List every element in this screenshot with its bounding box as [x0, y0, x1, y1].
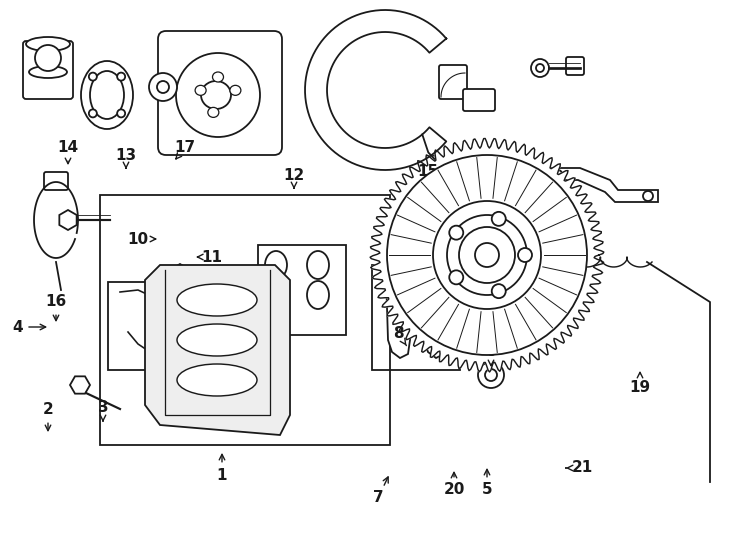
Polygon shape	[382, 273, 412, 358]
Polygon shape	[145, 265, 290, 435]
Circle shape	[117, 110, 125, 117]
Ellipse shape	[81, 61, 133, 129]
Text: 4: 4	[12, 320, 46, 334]
Circle shape	[157, 81, 169, 93]
Circle shape	[492, 212, 506, 226]
Ellipse shape	[208, 107, 219, 117]
Circle shape	[531, 59, 549, 77]
Polygon shape	[418, 273, 448, 358]
Ellipse shape	[307, 251, 329, 279]
Text: 16: 16	[46, 294, 67, 321]
Ellipse shape	[90, 71, 124, 119]
Circle shape	[447, 215, 527, 295]
Text: 1: 1	[217, 454, 228, 483]
Circle shape	[449, 226, 463, 240]
Polygon shape	[146, 295, 158, 309]
Ellipse shape	[26, 37, 70, 51]
Polygon shape	[402, 211, 418, 229]
Circle shape	[554, 170, 562, 178]
Circle shape	[176, 53, 260, 137]
Polygon shape	[175, 264, 185, 276]
FancyBboxPatch shape	[23, 41, 73, 99]
FancyBboxPatch shape	[533, 254, 557, 270]
Ellipse shape	[177, 284, 257, 316]
Text: 19: 19	[630, 372, 650, 395]
Ellipse shape	[201, 81, 231, 109]
Text: 2: 2	[43, 402, 54, 431]
Ellipse shape	[177, 324, 257, 356]
Text: 17: 17	[175, 140, 195, 159]
Circle shape	[643, 191, 653, 201]
Bar	[108, 282, 184, 370]
Circle shape	[35, 45, 61, 71]
Ellipse shape	[213, 72, 223, 82]
FancyBboxPatch shape	[566, 57, 584, 75]
Text: 12: 12	[283, 167, 305, 188]
Circle shape	[478, 362, 504, 388]
Polygon shape	[370, 138, 604, 372]
Circle shape	[536, 64, 544, 72]
Text: 13: 13	[115, 147, 137, 168]
Text: 21: 21	[566, 461, 592, 476]
Circle shape	[89, 72, 97, 80]
Circle shape	[433, 201, 541, 309]
Text: 9: 9	[170, 286, 181, 307]
Circle shape	[449, 271, 463, 285]
Text: 15: 15	[418, 164, 438, 184]
Circle shape	[475, 243, 499, 267]
Text: 20: 20	[443, 472, 465, 497]
Circle shape	[518, 248, 532, 262]
Circle shape	[387, 155, 587, 355]
Polygon shape	[59, 210, 76, 230]
Circle shape	[432, 150, 437, 156]
Text: 6: 6	[486, 343, 496, 366]
Text: 18: 18	[549, 254, 577, 269]
FancyBboxPatch shape	[439, 65, 467, 99]
Circle shape	[89, 110, 97, 117]
Polygon shape	[550, 168, 658, 202]
Ellipse shape	[230, 85, 241, 96]
FancyBboxPatch shape	[158, 31, 282, 155]
Text: 5: 5	[482, 469, 493, 497]
Bar	[100, 195, 390, 445]
Ellipse shape	[307, 281, 329, 309]
Circle shape	[492, 284, 506, 298]
Circle shape	[459, 227, 515, 283]
Polygon shape	[70, 376, 90, 394]
Ellipse shape	[265, 281, 287, 309]
Text: 7: 7	[373, 477, 388, 505]
Bar	[258, 245, 346, 335]
Circle shape	[149, 73, 177, 101]
Text: 8: 8	[393, 326, 407, 346]
Text: 10: 10	[128, 232, 156, 246]
Text: 14: 14	[57, 140, 79, 164]
Circle shape	[117, 72, 125, 80]
Ellipse shape	[195, 85, 206, 96]
FancyBboxPatch shape	[463, 89, 495, 111]
FancyBboxPatch shape	[44, 172, 68, 190]
Ellipse shape	[29, 66, 67, 78]
Ellipse shape	[265, 251, 287, 279]
Circle shape	[170, 393, 180, 403]
Bar	[372, 265, 460, 370]
Ellipse shape	[177, 364, 257, 396]
Circle shape	[485, 369, 497, 381]
Text: 11: 11	[197, 249, 222, 265]
Text: 3: 3	[98, 400, 109, 421]
Polygon shape	[305, 10, 446, 170]
